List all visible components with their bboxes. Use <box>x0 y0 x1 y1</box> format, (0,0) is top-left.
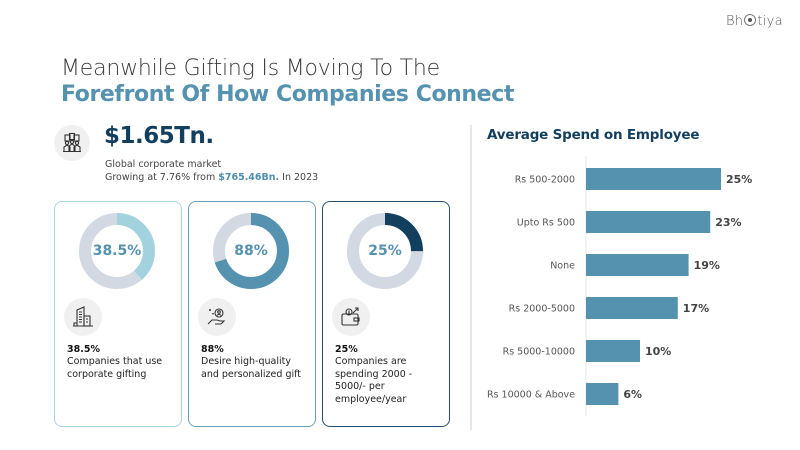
card-description: Companies that use corporate gifting <box>67 356 163 380</box>
card-stat: 25% <box>335 344 358 355</box>
value-label: 6% <box>623 388 642 401</box>
growth-base-value: $765.46Bn. <box>218 172 280 183</box>
bar <box>586 168 721 190</box>
bar <box>586 254 689 276</box>
donut-label: 88% <box>234 243 268 259</box>
value-label: 25% <box>726 173 752 186</box>
wallet-money-icon <box>332 298 370 336</box>
stat-card-corporate-gifting: 38.5% 38.5% Companies that use corporate… <box>54 201 182 427</box>
logo-text-right: tiya <box>757 14 783 29</box>
mascot-face-icon <box>744 14 757 26</box>
category-label: Upto Rs 500 <box>517 218 575 229</box>
card-stat: 88% <box>201 344 224 355</box>
value-label: 19% <box>694 259 720 272</box>
bar <box>586 297 678 319</box>
growth-year: In 2023 <box>279 172 319 183</box>
bar <box>586 211 711 233</box>
bar <box>586 383 619 405</box>
value-label: 17% <box>683 302 709 315</box>
hand-gift-icon <box>198 298 236 336</box>
office-building-icon <box>64 298 102 336</box>
growth-prefix: Growing at 7.76% from <box>105 172 219 183</box>
donut-arc <box>213 213 289 289</box>
donut-chart <box>213 213 289 289</box>
value-label: 10% <box>645 345 671 358</box>
donut-arc <box>347 213 423 289</box>
donut-label: 38.5% <box>92 243 142 259</box>
donut-label: 25% <box>368 243 402 259</box>
category-label: Rs 2000-5000 <box>509 304 575 315</box>
card-description: Companies are spending 2000 - 5000/- per… <box>335 356 413 405</box>
bar-chart: Rs 500-2000 25% Upto Rs 500 23% None 19% Rs 20… <box>487 156 752 416</box>
corporate-group-icon <box>54 125 90 161</box>
category-label: None <box>550 261 575 272</box>
stat-card-personalized-gift: 88% 88% Desire high-quality and personal… <box>188 201 316 427</box>
category-label: Rs 5000-10000 <box>503 347 575 358</box>
section-divider <box>470 125 472 430</box>
donut-chart <box>347 213 423 289</box>
stat-card-spending: 25% 25% Companies are spending 2000 - 50… <box>322 201 450 427</box>
page-title-line1: Meanwhile Gifting Is Moving To The <box>61 56 440 81</box>
category-label: Rs 500-2000 <box>515 175 575 186</box>
bar <box>586 340 640 362</box>
card-stat: 38.5% <box>67 344 100 355</box>
market-value: $1.65Tn. <box>104 123 214 149</box>
market-description: Global corporate market <box>105 159 222 170</box>
chart-title: Average Spend on Employee <box>487 127 700 143</box>
donut-arc <box>79 213 155 289</box>
donut-chart <box>79 213 155 289</box>
value-label: 23% <box>715 216 741 229</box>
page-title-line2: Forefront Of How Companies Connect <box>61 82 514 107</box>
market-growth: Growing at 7.76% from $765.46Bn. In 2023 <box>105 172 318 183</box>
logo-text-left: Bh <box>726 14 744 29</box>
category-label: Rs 10000 & Above <box>487 390 575 401</box>
brand-logo: Bh tiya <box>726 14 783 29</box>
card-description: Desire high-quality and personalized gif… <box>201 356 302 380</box>
